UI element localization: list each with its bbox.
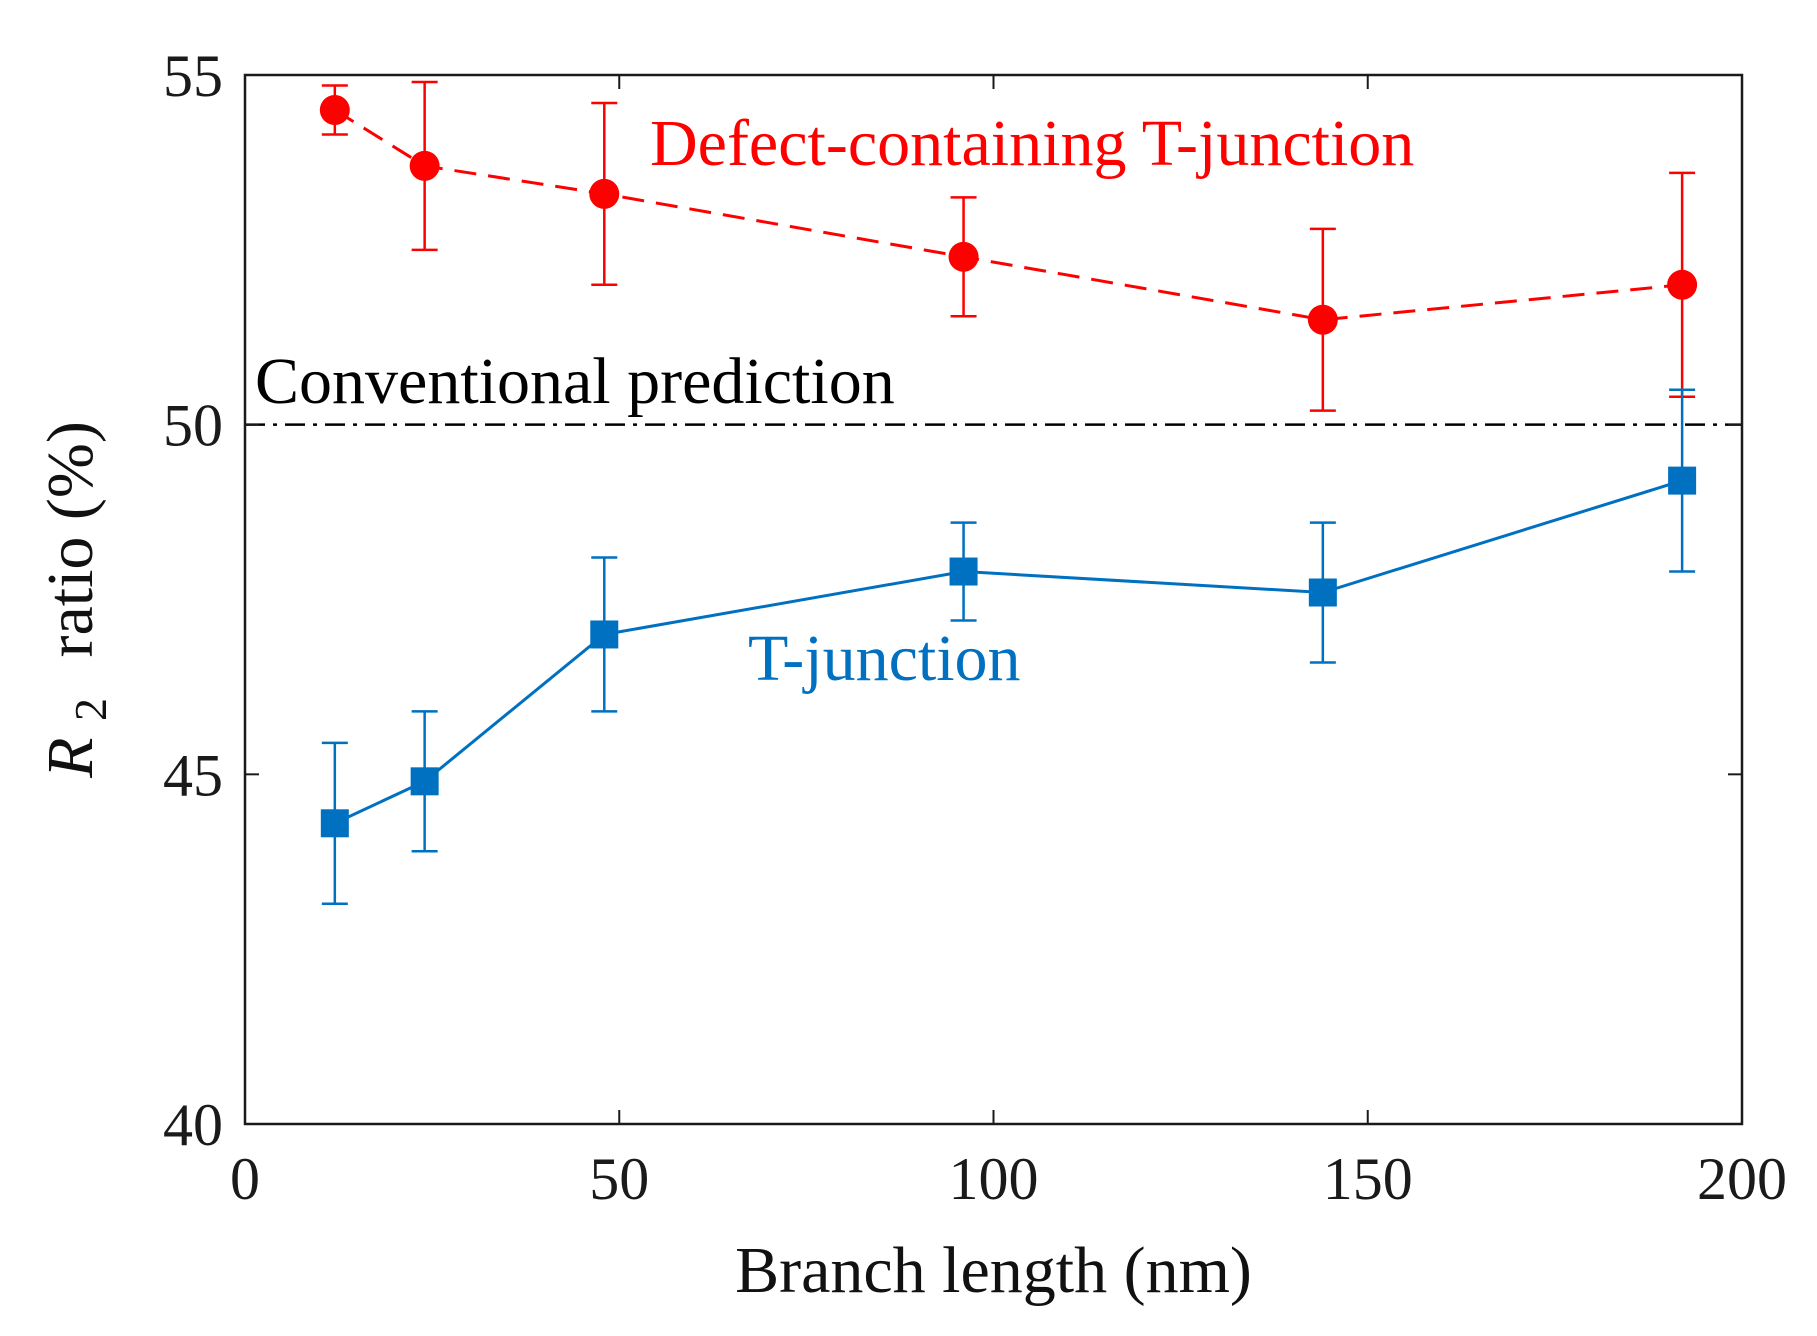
data-point <box>319 94 350 125</box>
series-line <box>334 108 1683 322</box>
y-axis-title-symbol: R <box>34 738 107 779</box>
x-tick-label: 200 <box>1697 1146 1787 1212</box>
data-point <box>320 809 349 838</box>
y-tick-label: 55 <box>163 43 223 109</box>
series-defect-containing-t-junction <box>319 80 1698 412</box>
x-tick-label: 50 <box>589 1146 649 1212</box>
y-tick-label: 50 <box>163 393 223 459</box>
y-axis-title: R 2 ratio (%) <box>34 421 121 779</box>
annotation-conventional-prediction: Conventional prediction <box>255 345 895 418</box>
data-point <box>410 767 439 796</box>
data-point <box>589 178 620 209</box>
y-tick-label: 40 <box>163 1092 223 1158</box>
y-tick-label: 45 <box>163 742 223 808</box>
data-point <box>949 557 978 586</box>
x-axis-title: Branch length (nm) <box>735 1234 1252 1307</box>
x-tick-label: 100 <box>949 1146 1039 1212</box>
data-point <box>590 620 619 649</box>
series-t-junction <box>320 388 1697 905</box>
x-tick-label: 150 <box>1323 1146 1413 1212</box>
data-point <box>948 241 979 272</box>
series-line <box>334 479 1683 825</box>
x-tick-label: 0 <box>230 1146 260 1212</box>
data-point <box>409 150 440 181</box>
data-point <box>1668 466 1697 495</box>
tick-layer: 0 50 100 150 200 40 45 50 55 <box>163 43 1787 1212</box>
y-axis-title-rest: ratio (%) <box>34 421 107 657</box>
data-point <box>1307 304 1338 335</box>
series-layer <box>319 80 1698 905</box>
annotation-defect-containing-t-junction: Defect-containing T-junction <box>650 107 1414 180</box>
y-axis-title-subscript: 2 <box>65 698 116 721</box>
annotation-t-junction: T-junction <box>748 622 1021 695</box>
data-point <box>1308 578 1337 607</box>
data-point <box>1667 269 1698 300</box>
